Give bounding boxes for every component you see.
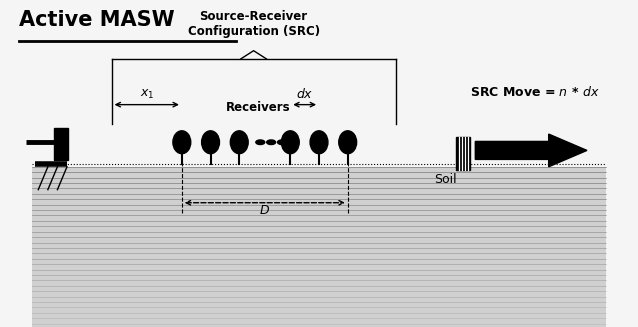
Circle shape	[267, 140, 276, 145]
FancyArrow shape	[475, 134, 587, 167]
Ellipse shape	[310, 131, 328, 154]
Ellipse shape	[339, 131, 357, 154]
Circle shape	[256, 140, 265, 145]
Text: Active MASW: Active MASW	[19, 10, 175, 30]
Ellipse shape	[173, 131, 191, 154]
Bar	[456, 137, 470, 170]
Ellipse shape	[281, 131, 299, 154]
Ellipse shape	[202, 131, 219, 154]
Text: Source-Receiver
Configuration (SRC): Source-Receiver Configuration (SRC)	[188, 10, 320, 38]
Circle shape	[278, 140, 286, 145]
Text: $D$: $D$	[259, 204, 271, 217]
Text: Receivers: Receivers	[226, 101, 291, 114]
Bar	[32, 167, 606, 327]
Text: $x_1$: $x_1$	[140, 88, 154, 101]
Ellipse shape	[230, 131, 248, 154]
Text: SRC Move = $n$ * $dx$: SRC Move = $n$ * $dx$	[470, 85, 599, 98]
Bar	[54, 128, 68, 160]
Text: $dx$: $dx$	[296, 87, 313, 101]
Text: Soil: Soil	[434, 173, 456, 186]
